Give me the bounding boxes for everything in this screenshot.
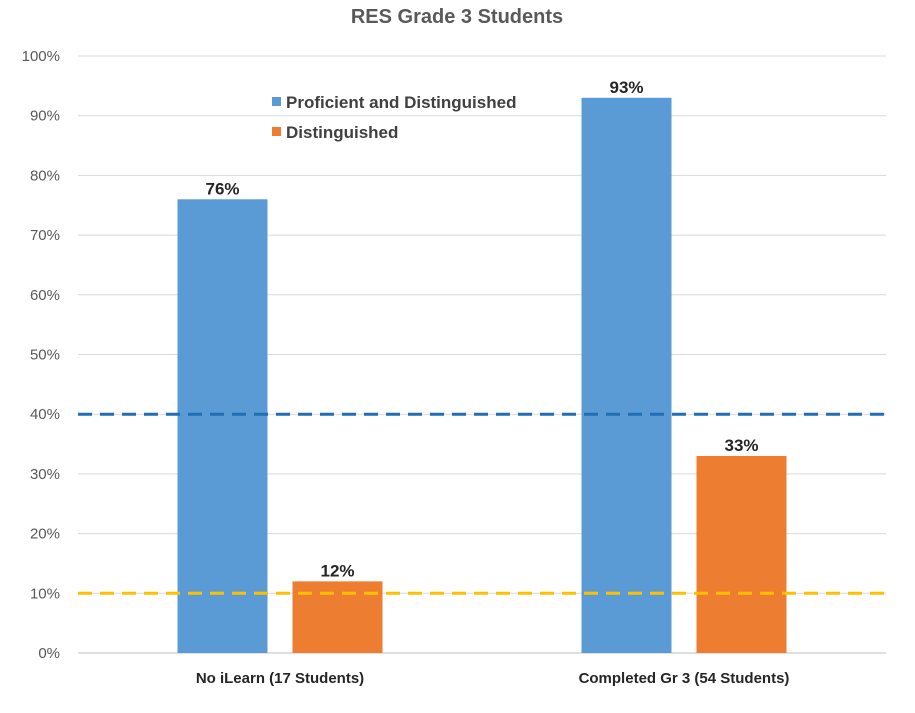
y-tick-label: 50% xyxy=(30,347,60,364)
y-tick-label: 30% xyxy=(30,466,60,483)
legend: Proficient and Distinguished Distinguishe… xyxy=(272,93,516,142)
bar-distinguished xyxy=(696,455,787,653)
y-tick-label: 10% xyxy=(30,585,60,602)
legend-swatch xyxy=(272,127,281,136)
bars xyxy=(177,97,787,654)
y-tick-label: 90% xyxy=(30,108,60,125)
y-tick-label: 40% xyxy=(30,406,60,423)
legend-swatch xyxy=(272,97,281,106)
y-tick-label: 0% xyxy=(38,645,60,662)
y-axis: 0% 10% 20% 30% 40% 50% 60% 70% 80% 90% 100% xyxy=(22,48,60,662)
x-axis: No iLearn (17 Students) Completed Gr 3 (5… xyxy=(196,670,790,687)
x-category-label: No iLearn (17 Students) xyxy=(196,670,364,687)
data-labels: 76% 12% 93% 33% xyxy=(205,78,758,581)
x-category-label: Completed Gr 3 (54 Students) xyxy=(579,670,790,687)
data-label: 93% xyxy=(609,78,643,97)
y-tick-label: 80% xyxy=(30,167,60,184)
data-label: 33% xyxy=(724,436,758,455)
y-tick-label: 100% xyxy=(22,48,60,65)
bar-proficient-distinguished xyxy=(177,199,268,653)
data-label: 76% xyxy=(205,179,239,198)
y-tick-label: 60% xyxy=(30,287,60,304)
legend-label: Proficient and Distinguished xyxy=(286,93,516,112)
reference-lines xyxy=(78,412,886,595)
data-label: 12% xyxy=(320,561,354,580)
legend-label: Distinguished xyxy=(286,123,398,142)
bar-proficient-distinguished xyxy=(581,97,672,654)
y-tick-label: 70% xyxy=(30,227,60,244)
chart-title: RES Grade 3 Students xyxy=(351,6,563,28)
y-tick-label: 20% xyxy=(30,526,60,543)
